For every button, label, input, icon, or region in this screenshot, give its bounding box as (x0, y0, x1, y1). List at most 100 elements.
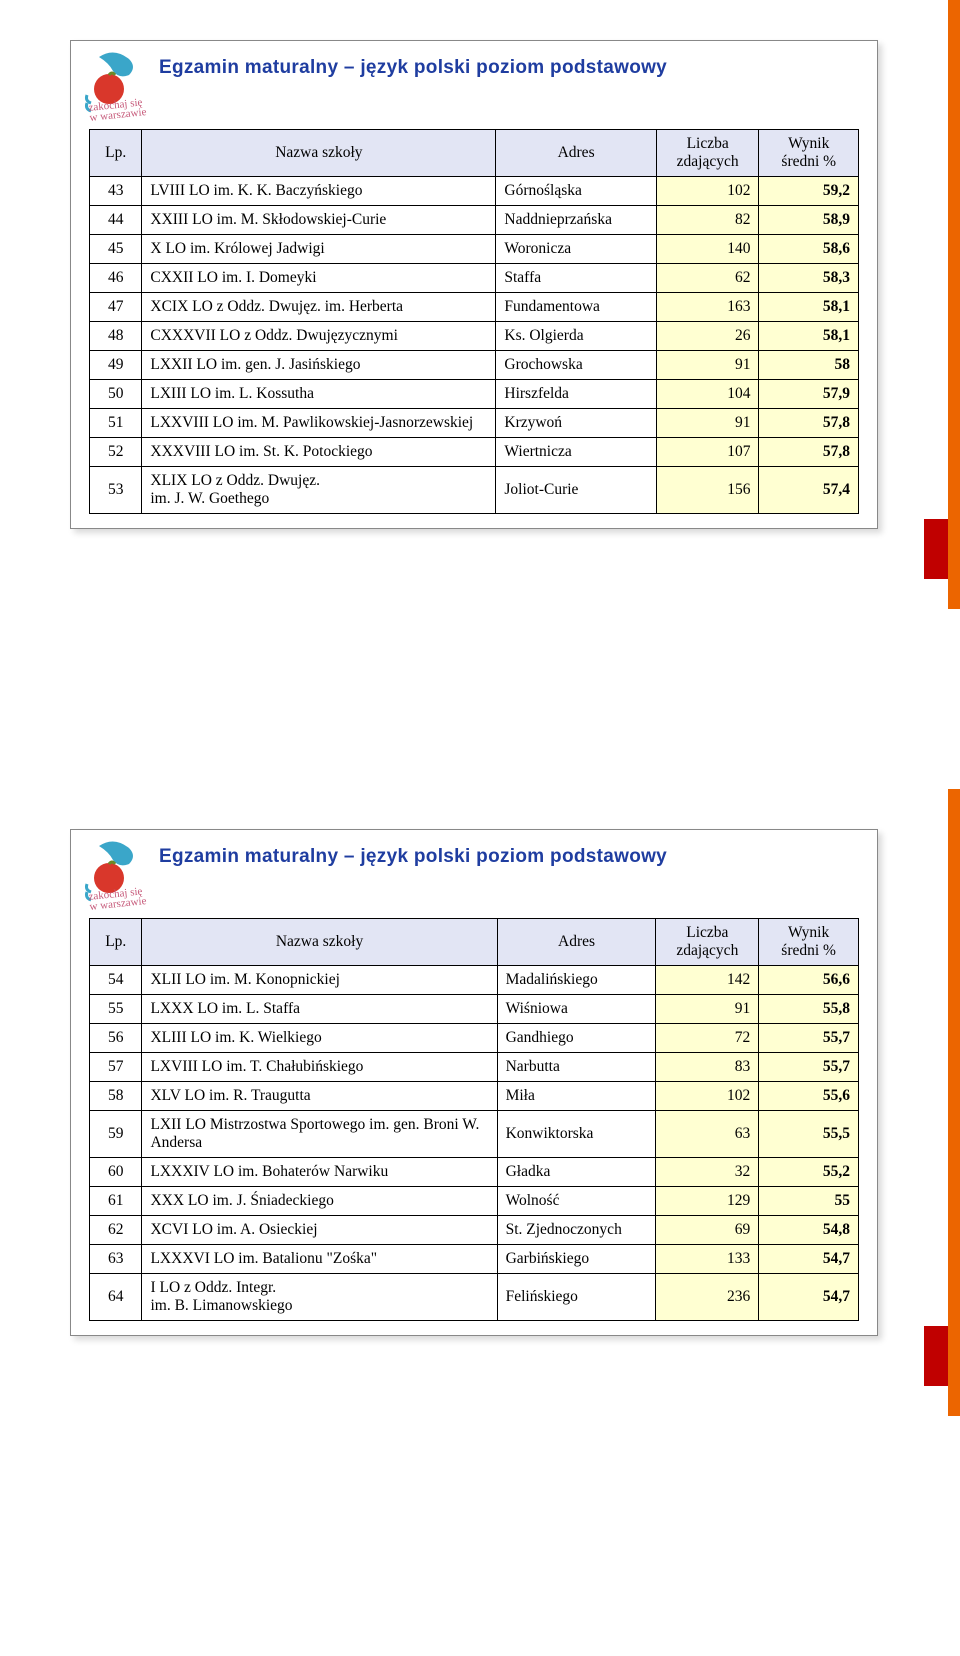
logo-warszawa: zakochaj się w warszawie (79, 49, 149, 119)
cell-lp: 50 (90, 380, 142, 409)
cell-lp: 62 (90, 1216, 142, 1245)
table-row: 47XCIX LO z Oddz. Dwujęz. im. HerbertaFu… (90, 293, 859, 322)
cell-lp: 45 (90, 235, 142, 264)
cell-name: LXXX LO im. L. Staffa (142, 995, 497, 1024)
cell-result: 58,6 (759, 235, 859, 264)
cell-count: 102 (656, 1082, 759, 1111)
cell-result: 56,6 (759, 966, 859, 995)
cell-result: 55,2 (759, 1158, 859, 1187)
cell-lp: 48 (90, 322, 142, 351)
cell-name: I LO z Oddz. Integr.im. B. Limanowskiego (142, 1274, 497, 1321)
cell-name: XXIII LO im. M. Skłodowskiej-Curie (142, 206, 496, 235)
cell-result: 57,4 (759, 467, 859, 514)
cell-addr: Joliot-Curie (496, 467, 656, 514)
table-row: 59LXII LO Mistrzostwa Sportowego im. gen… (90, 1111, 859, 1158)
table-row: 64I LO z Oddz. Integr.im. B. Limanowskie… (90, 1274, 859, 1321)
cell-count: 69 (656, 1216, 759, 1245)
cell-result: 58,1 (759, 293, 859, 322)
cell-name: LXXVIII LO im. M. Pawlikowskiej-Jasnorze… (142, 409, 496, 438)
cell-name: XXXVIII LO im. St. K. Potockiego (142, 438, 496, 467)
logo-slogan: zakochaj się w warszawie (88, 98, 147, 124)
cell-name: LXXXIV LO im. Bohaterów Narwiku (142, 1158, 497, 1187)
cell-addr: Konwiktorska (497, 1111, 656, 1158)
cell-lp: 53 (90, 467, 142, 514)
col-result: Wynik średni % (759, 919, 859, 966)
cell-name: CXXII LO im. I. Domeyki (142, 264, 496, 293)
cell-result: 57,8 (759, 438, 859, 467)
cell-result: 58,1 (759, 322, 859, 351)
card-header: zakochaj się w warszawie Egzamin matural… (71, 41, 877, 129)
cell-name: LXXII LO im. gen. J. Jasińskiego (142, 351, 496, 380)
cell-count: 91 (656, 351, 759, 380)
cell-name: XLII LO im. M. Konopnickiej (142, 966, 497, 995)
table-row: 63LXXXVI LO im. Batalionu "Zośka"Garbińs… (90, 1245, 859, 1274)
cell-count: 163 (656, 293, 759, 322)
col-res-l1: Wynik (788, 924, 829, 941)
cell-lp: 51 (90, 409, 142, 438)
cell-name: X LO im. Królowej Jadwigi (142, 235, 496, 264)
table-row: 61XXX LO im. J. ŚniadeckiegoWolność12955 (90, 1187, 859, 1216)
col-res-l2: średni % (781, 942, 836, 959)
cell-addr: Wolność (497, 1187, 656, 1216)
cell-lp: 57 (90, 1053, 142, 1082)
cell-name: LXIII LO im. L. Kossutha (142, 380, 496, 409)
col-result: Wynik średni % (759, 130, 859, 177)
table-row: 49LXXII LO im. gen. J. JasińskiegoGrocho… (90, 351, 859, 380)
col-res-l2: średni % (781, 153, 836, 170)
cell-count: 140 (656, 235, 759, 264)
cell-result: 55,7 (759, 1024, 859, 1053)
cell-lp: 52 (90, 438, 142, 467)
cell-count: 102 (656, 177, 759, 206)
results-table-1: Lp. Nazwa szkoły Adres Liczba zdających … (89, 129, 859, 514)
col-count: Liczba zdających (656, 919, 759, 966)
table-row: 60LXXXIV LO im. Bohaterów NarwikuGładka3… (90, 1158, 859, 1187)
cell-addr: Krzywoń (496, 409, 656, 438)
table-row: 44XXIII LO im. M. Skłodowskiej-CurieNadd… (90, 206, 859, 235)
cell-lp: 61 (90, 1187, 142, 1216)
cell-result: 58 (759, 351, 859, 380)
cell-name: LXXXVI LO im. Batalionu "Zośka" (142, 1245, 497, 1274)
col-count-l1: Liczba (687, 135, 729, 152)
cell-name: CXXXVII LO z Oddz. Dwujęzycznymi (142, 322, 496, 351)
table-row: 55LXXX LO im. L. StaffaWiśniowa9155,8 (90, 995, 859, 1024)
page-title: Egzamin maturalny – język polski poziom … (159, 846, 667, 868)
col-lp: Lp. (90, 919, 142, 966)
cell-addr: Gandhiego (497, 1024, 656, 1053)
cell-result: 57,9 (759, 380, 859, 409)
cell-addr: Wiertnicza (496, 438, 656, 467)
table-row: 62XCVI LO im. A. OsieckiejSt. Zjednoczon… (90, 1216, 859, 1245)
cell-addr: Woronicza (496, 235, 656, 264)
logo-slogan: zakochaj się w warszawie (88, 887, 147, 913)
cell-count: 91 (656, 409, 759, 438)
col-lp: Lp. (90, 130, 142, 177)
cell-result: 55,5 (759, 1111, 859, 1158)
col-count-l2: zdających (676, 942, 738, 959)
cell-lp: 46 (90, 264, 142, 293)
cell-lp: 44 (90, 206, 142, 235)
cell-addr: Fundamentowa (496, 293, 656, 322)
cell-count: 133 (656, 1245, 759, 1274)
table-row: 58XLV LO im. R. TrauguttaMiła10255,6 (90, 1082, 859, 1111)
table-header: Lp. Nazwa szkoły Adres Liczba zdających … (90, 130, 859, 177)
cell-count: 63 (656, 1111, 759, 1158)
cell-lp: 43 (90, 177, 142, 206)
table-row: 46CXXII LO im. I. DomeykiStaffa6258,3 (90, 264, 859, 293)
cell-count: 62 (656, 264, 759, 293)
accent-strip (924, 519, 948, 579)
cell-count: 107 (656, 438, 759, 467)
card-header: zakochaj się w warszawie Egzamin matural… (71, 830, 877, 918)
cell-result: 57,8 (759, 409, 859, 438)
table-row: 50LXIII LO im. L. KossuthaHirszfelda1045… (90, 380, 859, 409)
table-row: 51LXXVIII LO im. M. Pawlikowskiej-Jasnor… (90, 409, 859, 438)
cell-count: 129 (656, 1187, 759, 1216)
cell-result: 58,9 (759, 206, 859, 235)
table-row: 48CXXXVII LO z Oddz. DwujęzycznymiKs. Ol… (90, 322, 859, 351)
cell-name: XLV LO im. R. Traugutta (142, 1082, 497, 1111)
cell-addr: Gładka (497, 1158, 656, 1187)
cell-result: 54,7 (759, 1274, 859, 1321)
cell-addr: Felińskiego (497, 1274, 656, 1321)
results-table-2: Lp. Nazwa szkoły Adres Liczba zdających … (89, 918, 859, 1321)
card-bottom: zakochaj się w warszawie Egzamin matural… (70, 829, 878, 1336)
table-row: 54XLII LO im. M. KonopnickiejMadalińskie… (90, 966, 859, 995)
cell-lp: 56 (90, 1024, 142, 1053)
